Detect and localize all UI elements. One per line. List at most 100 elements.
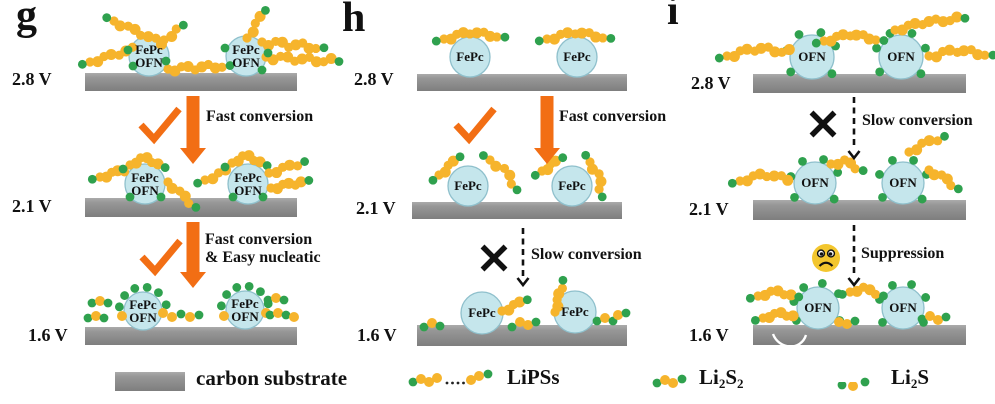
- catalyst-particle: [796, 286, 840, 330]
- sulfur-dot: [506, 179, 516, 189]
- lithium-sulfide-dot: [960, 13, 970, 23]
- carbon-substrate-bar: [417, 325, 627, 346]
- ellipsis-dot: [456, 381, 460, 385]
- lithium-sulfide-dot: [225, 61, 235, 70]
- voltage-label: 2.1 V: [689, 199, 729, 219]
- sulfur-dot: [95, 296, 105, 306]
- lithium-sulfide-dot: [87, 174, 97, 184]
- lithium-sulfide-dot: [178, 20, 188, 30]
- lithium-sulfide-dot: [917, 314, 927, 324]
- lithium-sulfide-dot: [817, 278, 827, 288]
- sulfur-dot: [933, 315, 943, 325]
- lithium-sulfide-dot: [161, 56, 171, 66]
- sulfur-dot: [557, 283, 568, 293]
- sulfur-dot: [944, 44, 956, 56]
- lithium-sulfide-dot: [500, 32, 510, 42]
- lithium-sulfide-dot: [941, 312, 951, 322]
- lithium-sulfide-dot: [953, 184, 963, 194]
- lithium-sulfide-dot: [244, 281, 254, 291]
- process-label: Fast conversion: [559, 108, 667, 125]
- lithium-sulfide-dot: [988, 50, 995, 60]
- lithium-sulfide-dot: [261, 5, 270, 15]
- sulfur-dot: [303, 42, 315, 54]
- conversion-arrow: [186, 96, 200, 148]
- voltage-label: 1.6 V: [357, 325, 397, 345]
- sulfur-dot: [909, 18, 921, 30]
- catalyst-particle: [881, 161, 925, 205]
- lithium-sulfide-dot: [907, 280, 916, 289]
- carbon-substrate-bar: [753, 74, 966, 93]
- lithium-sulfide-dot: [677, 374, 687, 384]
- lithium-sulfide-dot: [816, 28, 826, 37]
- conversion-arrow-head: [534, 148, 560, 164]
- catalyst-label: FePc OFN: [231, 296, 259, 324]
- lithium-sulfide-dot: [256, 287, 265, 297]
- sulfur-dot: [311, 43, 321, 54]
- lithium-sulfide-dot: [921, 293, 931, 302]
- catalyst-particle: [551, 165, 593, 207]
- lithium-sulfide-dot: [878, 192, 887, 202]
- legend-label-carbon: carbon substrate: [196, 366, 348, 390]
- ellipsis-dot: [462, 381, 465, 385]
- lithium-sulfide-dot: [714, 53, 724, 63]
- lithium-sulfide-dot: [592, 316, 602, 326]
- sulfur-dot: [782, 174, 794, 186]
- lithium-sulfide-dot: [750, 315, 760, 325]
- sulfur-dot: [167, 312, 177, 322]
- catalyst-label: FePc: [468, 305, 496, 320]
- catalyst-label: OFN: [889, 175, 917, 190]
- sad-face-pupil: [828, 252, 833, 256]
- lithium-sulfide-dot: [419, 322, 429, 332]
- lithium-sulfide-dot: [522, 295, 532, 305]
- lithium-sulfide-dot: [262, 161, 272, 170]
- watermark-arc: [771, 333, 808, 348]
- dashed-arrow-head: [847, 150, 861, 161]
- sulfur-dot: [105, 48, 117, 60]
- sulfur-dot: [271, 293, 281, 303]
- sulfur-dot: [515, 317, 525, 327]
- lithium-sulfide-dot: [216, 301, 226, 311]
- checkmark-icon: [139, 238, 183, 277]
- ellipsis-dot: [445, 381, 449, 385]
- lithium-sulfide-dot: [888, 155, 897, 165]
- sulfur-dot: [834, 317, 844, 327]
- sad-face-frown: [818, 261, 834, 267]
- voltage-label: 2.8 V: [354, 69, 394, 89]
- catalyst-label: OFN: [804, 300, 832, 315]
- ellipsis-dot: [451, 381, 454, 385]
- lithium-sulfide-dot: [745, 293, 755, 303]
- sulfur-dot: [850, 29, 862, 41]
- process-label: Fast conversion: [206, 108, 314, 125]
- lithium-sulfide-dot: [83, 313, 93, 323]
- lithium-sulfide-dot: [879, 291, 888, 301]
- sulfur-dot: [492, 32, 502, 42]
- lithium-sulfide-dot: [161, 300, 171, 310]
- sulfur-dot: [787, 310, 799, 322]
- sulfur-dot: [284, 159, 296, 171]
- lithium-sulfide-dot: [258, 192, 268, 202]
- lithium-sulfide-dot: [531, 317, 541, 327]
- lithium-sulfide-dot: [606, 34, 616, 43]
- sulfur-dot: [185, 312, 195, 322]
- sulfur-dot: [184, 198, 194, 209]
- conversion-arrow: [186, 222, 200, 272]
- lithium-sulfide-dot: [304, 176, 314, 185]
- lithium-sulfide-dot: [191, 202, 201, 212]
- sulfur-dot: [474, 371, 484, 381]
- sulfur-dot: [85, 57, 95, 67]
- lithium-sulfide-dot: [875, 67, 885, 77]
- sulfur-dot: [946, 180, 956, 191]
- sulfur-dot: [870, 289, 881, 299]
- lithium-sulfide-dot: [794, 30, 804, 39]
- sulfur-dot: [842, 319, 852, 329]
- dashed-arrow-head: [847, 277, 861, 288]
- sulfur-dot: [549, 155, 561, 167]
- lithium-sulfide-dot: [118, 164, 128, 174]
- lithium-sulfide-dot: [102, 13, 112, 23]
- sulfur-dot: [514, 296, 526, 308]
- lithium-sulfide-dot: [879, 36, 889, 45]
- lithium-sulfide-dot: [479, 151, 488, 160]
- lithium-sulfide-dot: [921, 43, 930, 53]
- voltage-label: 2.1 V: [356, 198, 396, 218]
- conversion-arrow-head: [180, 148, 206, 164]
